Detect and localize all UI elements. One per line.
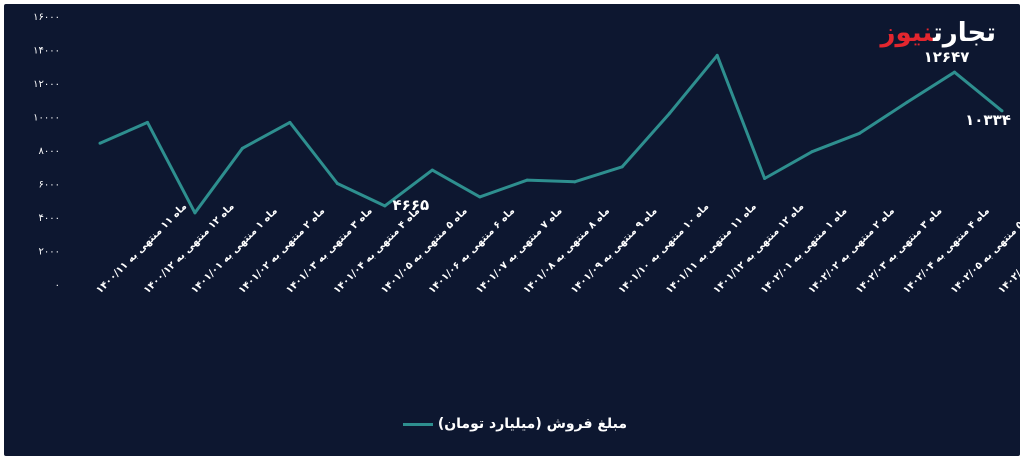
logo-text-primary: تجارت bbox=[933, 18, 996, 48]
data-point bbox=[953, 70, 957, 74]
x-tick-label: ماه ۳ منتهی به ۱۴۰۱/۰۳ bbox=[284, 206, 375, 297]
y-tick-label: ۱۰۰۰۰ bbox=[33, 113, 60, 124]
y-tick-label: ۸۰۰۰ bbox=[39, 146, 60, 157]
data-point bbox=[763, 176, 767, 180]
data-point bbox=[193, 211, 197, 215]
legend-swatch bbox=[402, 422, 433, 426]
data-label: ۱۲۶۴۷ bbox=[924, 48, 970, 66]
data-point bbox=[478, 195, 482, 199]
brand-logo: تجارتنیوز bbox=[881, 18, 997, 48]
y-tick-label: ۴۰۰۰ bbox=[39, 213, 60, 224]
data-point bbox=[573, 180, 577, 184]
data-point bbox=[1000, 109, 1004, 113]
x-tick-label: ماه ۱ منتهی به ۱۴۰۲/۰۱ bbox=[759, 206, 850, 297]
x-tick-label: ماه ۱۱ منتهی به ۱۴۰۱/۱۱ bbox=[664, 201, 759, 296]
x-tick-label: ماه ۴ منتهی به ۱۴۰۱/۰۴ bbox=[332, 206, 423, 297]
x-tick-label: ماه ۲ منتهی به ۱۴۰۱/۰۲ bbox=[237, 206, 328, 297]
data-point bbox=[905, 100, 909, 104]
x-tick-label: ماه ۱۱ منتهی به ۱۴۰۰/۱۱ bbox=[94, 201, 189, 296]
data-point bbox=[620, 165, 624, 169]
data-label: ۱۰۳۳۴ bbox=[965, 111, 1011, 129]
x-tick-label: ماه ۹ منتهی به ۱۴۰۱/۰۹ bbox=[569, 206, 660, 297]
data-point bbox=[810, 150, 814, 154]
y-tick-label: ۱۶۰۰۰ bbox=[33, 12, 60, 23]
y-tick-label: ۶۰۰۰ bbox=[39, 180, 60, 191]
y-tick-label: ۱۲۰۰۰ bbox=[33, 79, 60, 90]
data-point bbox=[335, 182, 339, 185]
chart-legend: مبلغ فروش (میلیارد تومان) bbox=[0, 416, 1024, 432]
x-tick-label: ماه ۱۰ منتهی به ۱۴۰۱/۱۰ bbox=[617, 201, 712, 296]
x-tick-label: ماه ۱۲ منتهی به ۱۴۰۱/۱۲ bbox=[712, 201, 807, 296]
x-tick-label: ماه ۲ منتهی به ۱۴۰۲/۰۲ bbox=[806, 206, 897, 297]
x-tick-label: ماه ۶ منتهی به ۱۴۰۱/۰۶ bbox=[427, 206, 518, 297]
logo-text-accent: نیوز bbox=[880, 18, 934, 48]
data-label: ۴۶۶۵ bbox=[393, 196, 430, 214]
legend-label: مبلغ فروش (میلیارد تومان) bbox=[437, 416, 628, 432]
x-tick-label: ماه ۵ منتهی به ۱۴۰۱/۰۵ bbox=[379, 206, 470, 297]
x-tick-label: ماه ۱۲ منتهی به ۱۴۰۰/۱۲ bbox=[142, 201, 237, 296]
y-tick-label: ۰ bbox=[55, 280, 60, 291]
y-tick-label: ۲۰۰۰ bbox=[39, 247, 60, 258]
data-point bbox=[98, 141, 102, 145]
data-point bbox=[858, 131, 862, 135]
x-tick-label: ماه ۴ منتهی به ۱۴۰۲/۰۴ bbox=[901, 206, 992, 297]
data-point bbox=[715, 53, 719, 57]
series-line bbox=[99, 53, 1003, 215]
data-point bbox=[145, 120, 149, 124]
data-point bbox=[430, 168, 434, 172]
x-tick-label: ماه ۳ منتهی به ۱۴۰۲/۰۳ bbox=[854, 206, 945, 297]
x-tick-label: ماه ۸ منتهی به ۱۴۰۱/۰۸ bbox=[522, 206, 613, 297]
data-point bbox=[668, 111, 672, 115]
data-point bbox=[240, 146, 244, 150]
y-tick-label: ۱۴۰۰۰ bbox=[33, 46, 60, 57]
data-point bbox=[383, 204, 387, 208]
data-point bbox=[525, 178, 529, 182]
chart-panel bbox=[4, 4, 1020, 456]
data-point bbox=[288, 120, 292, 124]
x-tick-label: ماه ۱ منتهی به ۱۴۰۱/۰۱ bbox=[189, 206, 280, 297]
x-tick-label: ماه ۷ منتهی به ۱۴۰۱/۰۷ bbox=[474, 206, 565, 297]
